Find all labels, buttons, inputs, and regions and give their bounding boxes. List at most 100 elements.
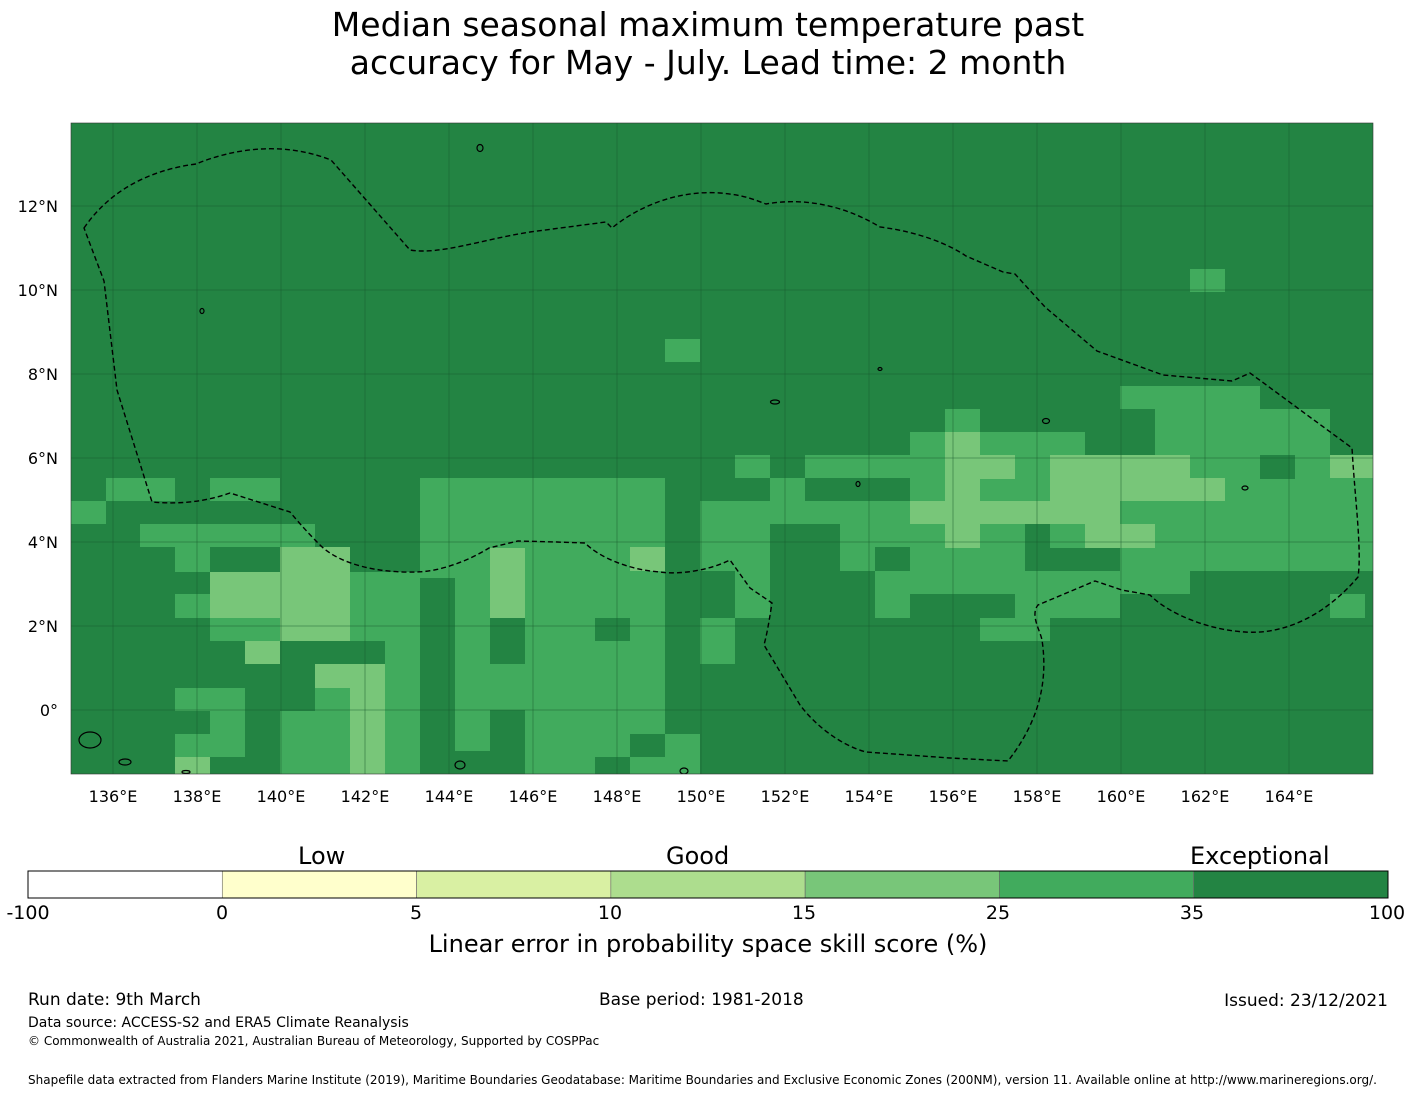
skill-cell bbox=[490, 548, 525, 618]
skill-cell bbox=[735, 524, 770, 618]
longitude-tick-label: 158°E bbox=[1013, 787, 1062, 806]
island-coastline bbox=[855, 480, 861, 488]
skill-cell bbox=[175, 594, 210, 618]
skill-cell bbox=[595, 618, 630, 641]
skill-cell bbox=[840, 547, 875, 571]
island-coastline bbox=[679, 767, 689, 774]
base-period: Base period: 1981-2018 bbox=[599, 990, 804, 1010]
skill-cell bbox=[1260, 455, 1295, 479]
longitude-tick-label: 138°E bbox=[173, 787, 222, 806]
longitude-tick-label: 148°E bbox=[593, 787, 642, 806]
skill-cell bbox=[945, 409, 980, 432]
latitude-tick-label: 8°N bbox=[28, 365, 58, 384]
skill-cell bbox=[875, 571, 980, 594]
data-source: Data source: ACCESS-S2 and ERA5 Climate … bbox=[28, 1015, 409, 1031]
skill-cell bbox=[1050, 571, 1085, 618]
island-coastline bbox=[476, 143, 484, 153]
skill-cell bbox=[280, 734, 350, 774]
colorbar-label-good: Good bbox=[666, 842, 730, 870]
skill-cell bbox=[385, 711, 420, 774]
skill-cell bbox=[630, 547, 665, 571]
longitude-tick-label: 160°E bbox=[1097, 787, 1146, 806]
colorbar-title: Linear error in probability space skill … bbox=[428, 930, 988, 958]
title-line-2: accuracy for May - July. Lead time: 2 mo… bbox=[349, 43, 1067, 82]
skill-cell bbox=[350, 688, 385, 774]
colorbar-tick: 100 bbox=[1368, 902, 1406, 924]
colorbar-tick: 15 bbox=[791, 902, 817, 924]
skill-cell bbox=[280, 547, 350, 641]
island-coastline bbox=[1041, 417, 1051, 425]
skill-cell bbox=[175, 547, 210, 572]
colorbar-segment bbox=[1193, 870, 1389, 899]
skill-cell bbox=[630, 664, 665, 734]
latitude-tick-label: 12°N bbox=[18, 197, 58, 216]
skill-cell bbox=[175, 757, 210, 774]
skill-cell bbox=[595, 757, 630, 774]
skill-cell bbox=[175, 688, 245, 711]
skill-cell bbox=[735, 455, 770, 478]
skill-cell bbox=[210, 711, 245, 757]
longitude-tick-label: 154°E bbox=[845, 787, 894, 806]
island-coastline bbox=[454, 760, 466, 770]
skill-cell bbox=[280, 711, 315, 734]
skill-cell bbox=[945, 432, 980, 548]
colorbar-segment bbox=[221, 870, 417, 899]
skill-cell bbox=[1260, 409, 1330, 455]
longitude-tick-label: 164°E bbox=[1265, 787, 1314, 806]
longitude-tick-label: 146°E bbox=[509, 787, 558, 806]
skill-cell bbox=[980, 618, 1050, 641]
skill-cell bbox=[210, 572, 280, 618]
colorbar-tick: 35 bbox=[1179, 902, 1205, 924]
latitude-tick-label: 4°N bbox=[28, 533, 58, 552]
island-coastline bbox=[877, 366, 883, 372]
skill-cell bbox=[1085, 524, 1155, 548]
skill-cell bbox=[315, 688, 350, 734]
island-coastline bbox=[181, 769, 191, 774]
colorbar-frame bbox=[27, 870, 1389, 899]
skill-cell bbox=[770, 524, 840, 548]
skill-cell bbox=[455, 501, 490, 641]
colorbar-segment bbox=[27, 870, 223, 899]
skill-cell bbox=[1330, 594, 1365, 618]
skill-cell bbox=[910, 432, 1085, 455]
longitude-tick-label: 152°E bbox=[761, 787, 810, 806]
skill-cell bbox=[245, 641, 280, 664]
colorbar-segment bbox=[416, 870, 612, 899]
latitude-tick-label: 10°N bbox=[18, 281, 58, 300]
skill-cell bbox=[1295, 455, 1330, 478]
skill-cell bbox=[805, 455, 910, 478]
longitude-tick-label: 142°E bbox=[341, 787, 390, 806]
skill-cell bbox=[1190, 269, 1225, 292]
colorbar-label-low: Low bbox=[298, 842, 346, 870]
island-coastline bbox=[1241, 485, 1249, 491]
skill-cell bbox=[525, 711, 595, 774]
skill-cell bbox=[910, 594, 1015, 618]
skill-cell bbox=[1190, 571, 1225, 594]
colorbar-label-exceptional: Exceptional bbox=[1190, 842, 1330, 870]
longitude-tick-label: 136°E bbox=[89, 787, 138, 806]
skill-cell bbox=[595, 641, 630, 741]
longitude-tick-label: 150°E bbox=[677, 787, 726, 806]
issued-date: Issued: 23/12/2021 bbox=[1224, 991, 1388, 1011]
skill-cell bbox=[700, 618, 735, 664]
title-line-1: Median seasonal maximum temperature past bbox=[331, 5, 1085, 44]
latitude-tick-label: 0° bbox=[40, 701, 58, 720]
chart-title: Median seasonal maximum temperature past… bbox=[0, 6, 1416, 82]
longitude-tick-label: 156°E bbox=[929, 787, 978, 806]
skill-cell bbox=[630, 734, 665, 757]
island-coastline bbox=[769, 399, 781, 405]
skill-cell bbox=[1190, 594, 1330, 618]
skill-map: 136°E 138°E 140°E 142°E 144°E 146°E 148°E 150°E… bbox=[18, 122, 1374, 806]
skill-cell bbox=[875, 547, 910, 571]
skill-cell bbox=[665, 734, 700, 774]
skill-cell bbox=[455, 641, 490, 751]
copyright: © Commonwealth of Australia 2021, Austra… bbox=[28, 1034, 600, 1048]
skill-cell bbox=[1120, 409, 1155, 432]
island-coastline bbox=[199, 307, 205, 315]
latitude-tick-label: 6°N bbox=[28, 449, 58, 468]
skill-cell bbox=[315, 664, 385, 688]
longitude-tick-label: 140°E bbox=[257, 787, 306, 806]
skill-cell bbox=[1085, 571, 1120, 618]
colorbar-tick: -100 bbox=[6, 902, 50, 924]
